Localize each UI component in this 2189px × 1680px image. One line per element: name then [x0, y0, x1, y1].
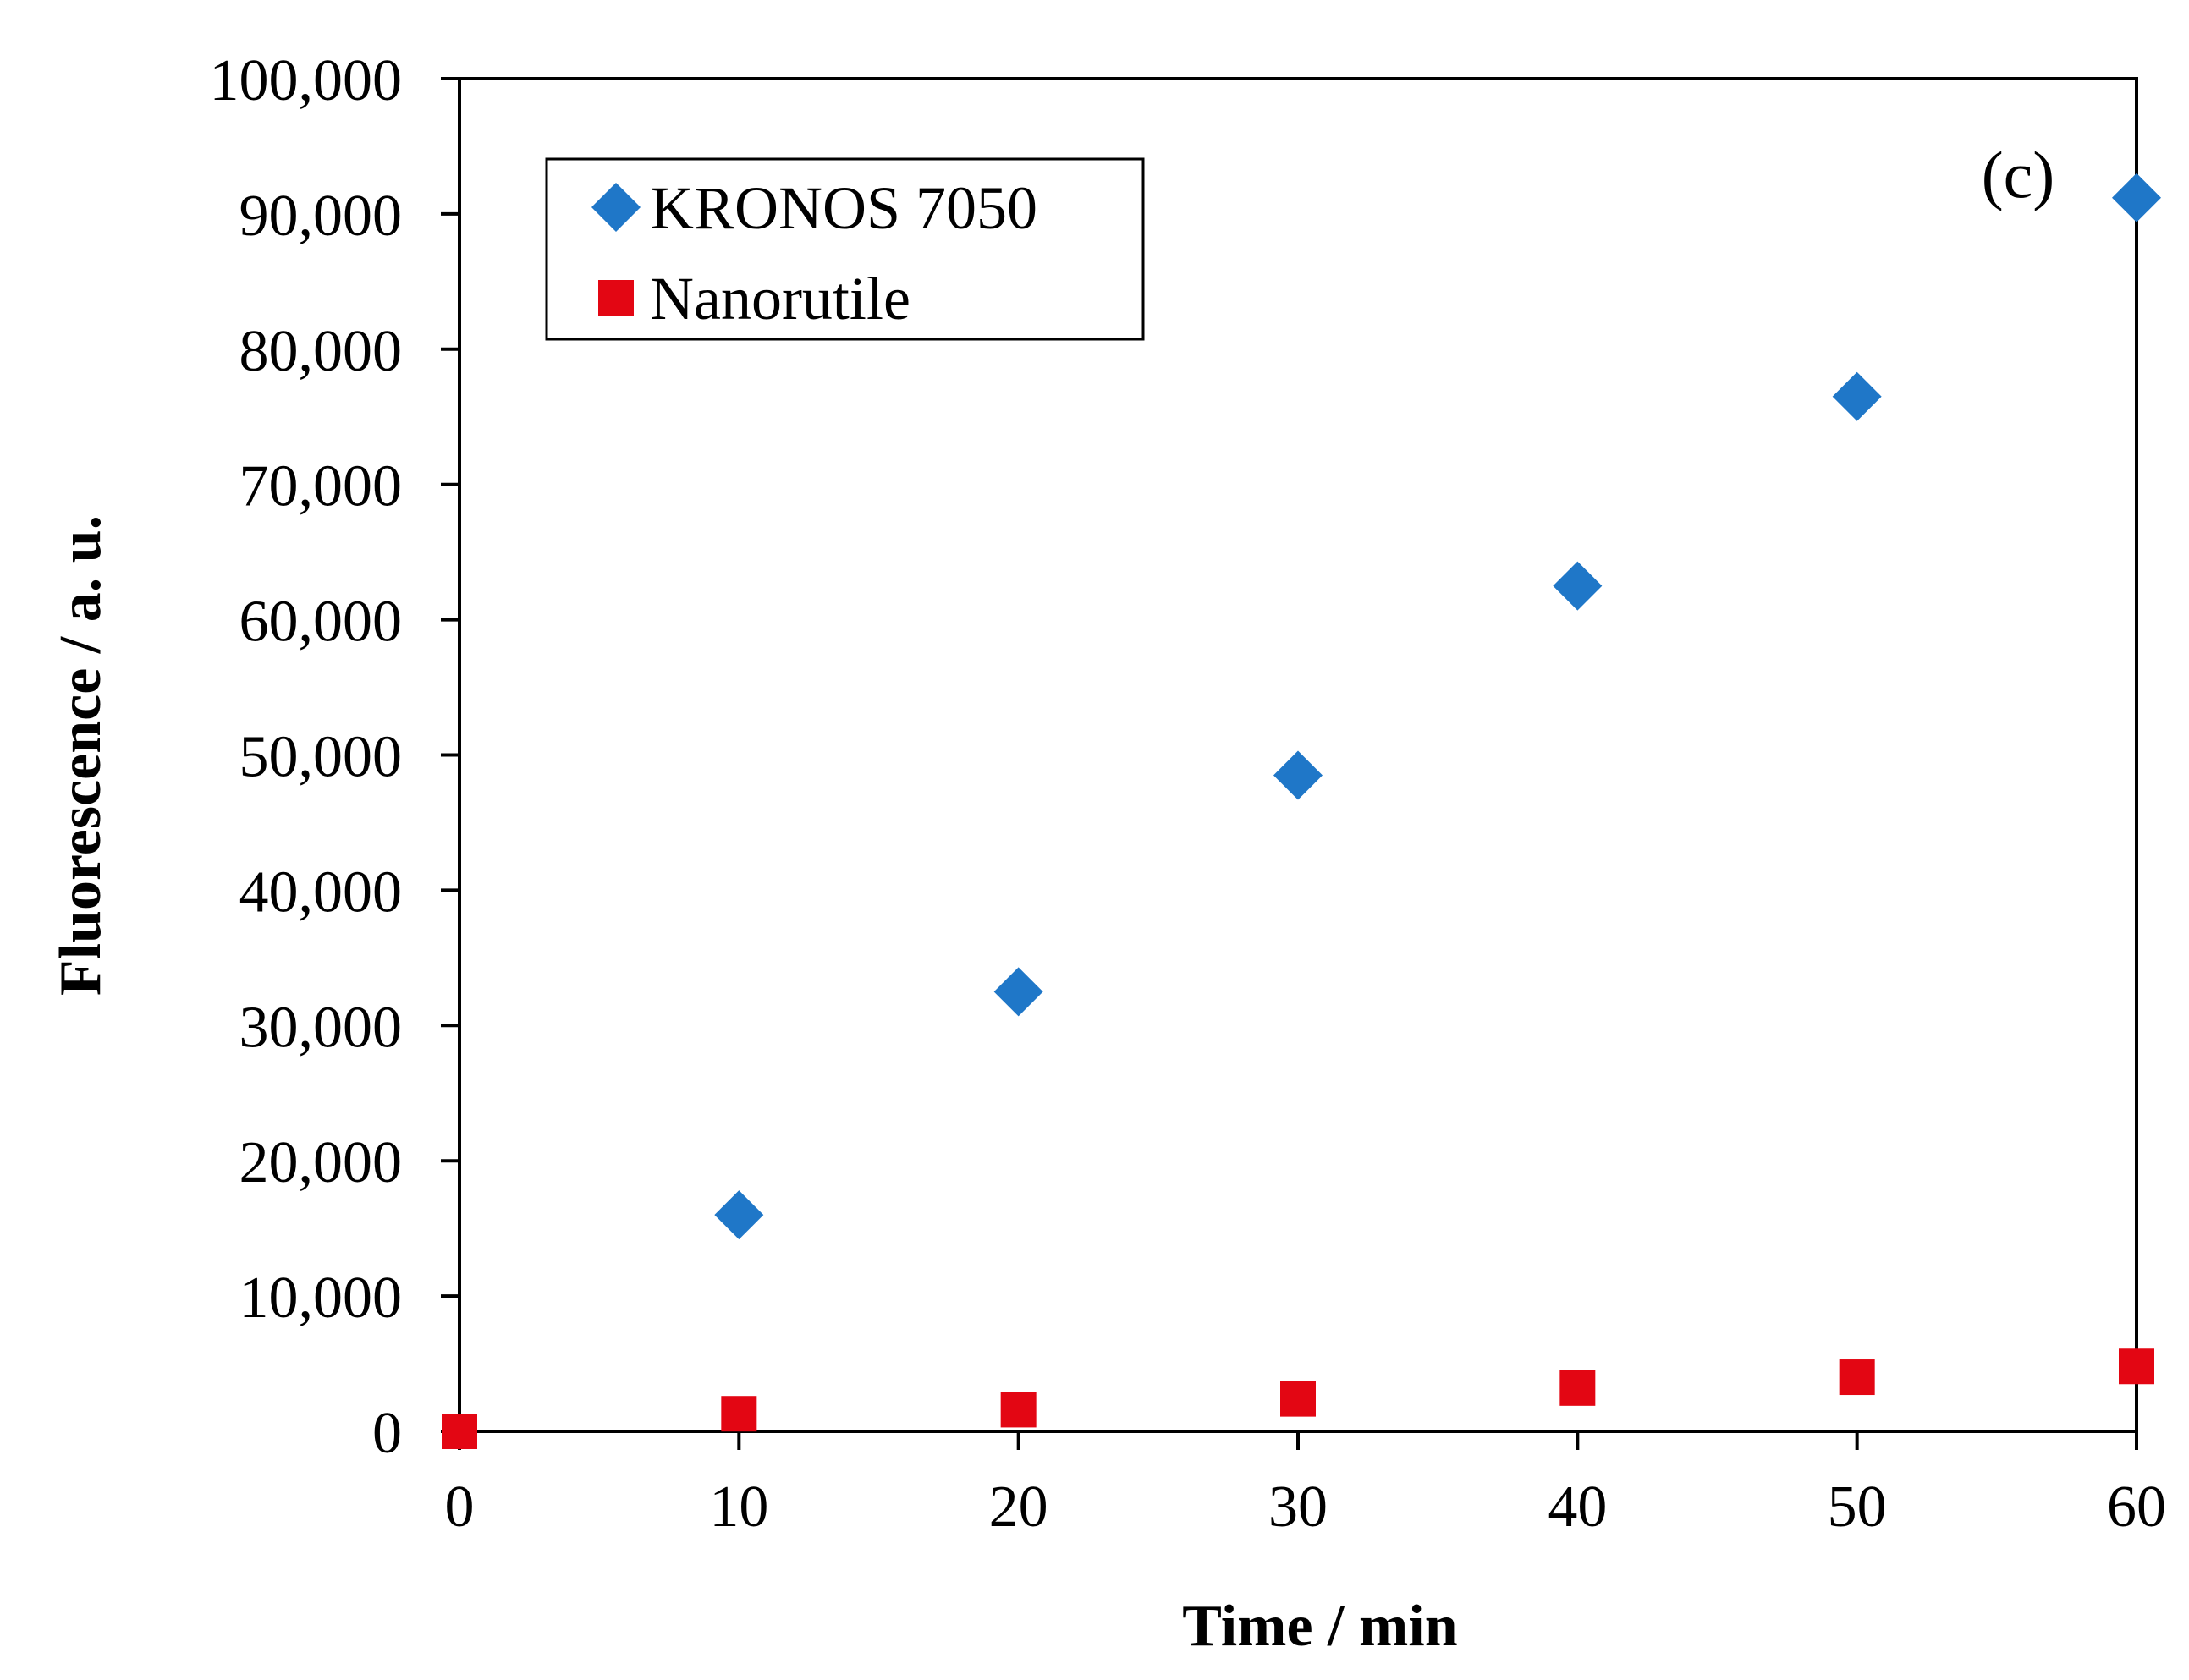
x-tick-label: 30 — [1268, 1474, 1328, 1540]
y-axis: 0 10,000 20,000 30,000 40,000 50,000 60,000 70,… — [210, 48, 459, 1466]
y-tick-label: 10,000 — [239, 1265, 403, 1331]
x-tick-label: 60 — [2107, 1474, 2166, 1540]
data-point-kronos — [1553, 561, 1603, 611]
data-point-nanorutile — [1000, 1392, 1037, 1428]
legend: KRONOS 7050 Nanorutile — [545, 157, 1145, 341]
data-point-kronos — [1832, 371, 1882, 421]
data-point-kronos — [714, 1190, 764, 1240]
x-tick-label: 0 — [445, 1474, 475, 1540]
y-axis-title: Fluorescence / a. u. — [48, 515, 113, 996]
data-point-kronos — [1273, 750, 1323, 800]
legend-box — [545, 157, 1145, 341]
data-points — [442, 173, 2161, 1449]
legend-marker-0 — [591, 183, 641, 232]
x-tick-label: 10 — [709, 1474, 768, 1540]
y-tick-label: 50,000 — [239, 725, 403, 790]
data-point-nanorutile — [442, 1414, 477, 1449]
x-axis: 0 10 20 30 40 50 60 — [445, 1431, 2166, 1540]
y-tick-label: 30,000 — [239, 995, 403, 1060]
legend-marker-1 — [598, 280, 634, 316]
data-point-nanorutile — [1280, 1381, 1316, 1417]
y-tick-label: 90,000 — [239, 184, 403, 249]
panel-label: (c) — [1982, 138, 2055, 211]
y-tick-label: 70,000 — [239, 454, 403, 519]
data-point-nanorutile — [1839, 1359, 1875, 1396]
data-point-kronos — [2112, 173, 2161, 222]
x-tick-label: 40 — [1548, 1474, 1607, 1540]
y-tick-label: 60,000 — [239, 590, 403, 655]
legend-label-1: Nanorutile — [650, 265, 910, 332]
y-tick-label: 40,000 — [239, 859, 403, 925]
y-tick-label: 100,000 — [210, 48, 403, 113]
y-tick-label: 0 — [372, 1401, 402, 1466]
y-tick-label: 80,000 — [239, 319, 403, 384]
legend-label-0: KRONOS 7050 — [650, 174, 1037, 242]
x-axis-title: Time / min — [1182, 1594, 1457, 1659]
data-point-nanorutile — [721, 1396, 757, 1432]
data-point-nanorutile — [1559, 1370, 1596, 1406]
y-tick-label: 20,000 — [239, 1130, 403, 1195]
data-point-kronos — [993, 967, 1043, 1017]
x-tick-label: 50 — [1828, 1474, 1887, 1540]
x-tick-label: 20 — [989, 1474, 1048, 1540]
data-point-nanorutile — [2119, 1348, 2154, 1385]
